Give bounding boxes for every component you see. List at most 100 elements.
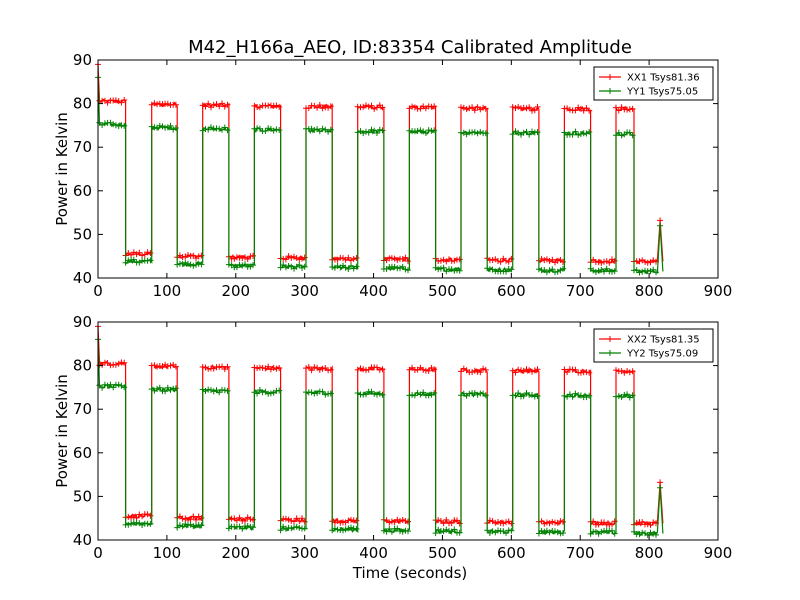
data-point-marker (325, 104, 332, 111)
data-point-marker (273, 365, 280, 372)
data-point-marker (388, 528, 395, 535)
data-point-marker (174, 261, 181, 268)
data-point-marker (224, 363, 231, 370)
data-point-marker (182, 253, 189, 260)
data-point-marker (296, 524, 303, 531)
data-point-marker (314, 104, 321, 111)
data-point-marker (301, 263, 308, 270)
data-point-marker (492, 519, 499, 526)
data-point-marker (182, 521, 189, 528)
data-point-marker (353, 255, 360, 261)
y-tick-label: 60 (73, 444, 92, 462)
data-point-marker (609, 521, 615, 528)
data-point-marker (609, 268, 615, 275)
data-point-marker (267, 390, 274, 397)
data-point-marker (477, 129, 484, 135)
data-point-marker (322, 391, 329, 398)
data-point-marker (529, 128, 535, 135)
data-point-marker (154, 101, 161, 108)
data-point-marker (474, 391, 481, 398)
data-point-marker (327, 103, 334, 110)
data-point-marker (564, 369, 571, 376)
data-point-marker (331, 525, 338, 532)
data-point-marker (611, 268, 618, 275)
panel-top-ticks: 0 100 200 300 400 500 600 700 800 900 40 50 60 70 80 90 (73, 51, 732, 300)
data-point-marker (644, 521, 651, 528)
data-point-marker (554, 268, 561, 275)
data-point-marker (236, 514, 243, 521)
data-point-marker (508, 255, 515, 262)
data-point-marker (233, 264, 240, 271)
data-point-marker (159, 123, 166, 130)
data-point-marker (572, 366, 579, 373)
data-point-marker (172, 125, 179, 131)
data-point-marker (247, 516, 254, 523)
data-point-marker (482, 105, 489, 112)
data-point-marker (469, 369, 476, 375)
data-point-marker (631, 528, 637, 535)
data-point-marker (216, 103, 223, 110)
data-point-marker (262, 128, 269, 134)
data-point-marker (448, 520, 455, 527)
data-point-marker (380, 527, 387, 534)
data-point-marker (440, 264, 447, 271)
data-point-marker (104, 382, 111, 389)
data-point-marker (440, 520, 447, 527)
data-point-marker (642, 259, 648, 265)
data-point-marker (471, 367, 478, 374)
data-point-marker (251, 364, 258, 371)
y-tick-label: 80 (73, 95, 92, 113)
data-point-marker (199, 102, 206, 109)
data-point-marker (172, 363, 179, 370)
data-point-marker (202, 388, 209, 394)
data-point-marker (291, 524, 297, 531)
data-point-marker (611, 257, 618, 264)
data-point-marker (144, 249, 151, 256)
data-point-marker (435, 266, 442, 273)
x-tick-label: 200 (221, 282, 250, 300)
data-point-marker (144, 511, 151, 518)
series-line-xx (97, 64, 664, 265)
data-point-marker (549, 256, 556, 263)
data-point-marker (128, 520, 135, 527)
data-point-marker (176, 522, 183, 529)
x-tick-label: 100 (153, 282, 182, 300)
data-point-marker (636, 531, 643, 538)
data-point-marker (402, 254, 409, 261)
panel-top-marks (95, 61, 664, 276)
data-point-marker (469, 104, 476, 111)
x-tick-label: 400 (359, 282, 388, 300)
data-point-marker (489, 528, 496, 535)
x-tick-label: 800 (635, 282, 664, 300)
data-point-marker (365, 129, 372, 136)
data-point-marker (360, 130, 367, 137)
data-point-marker (460, 104, 467, 111)
data-point-marker (425, 127, 432, 134)
data-point-marker (107, 362, 114, 369)
data-point-marker (397, 517, 403, 524)
data-point-marker (437, 265, 444, 272)
data-point-marker (353, 517, 360, 524)
data-point-marker (244, 522, 251, 529)
data-point-marker (636, 269, 643, 276)
data-point-marker (167, 386, 174, 393)
data-point-marker (560, 265, 566, 272)
data-point-marker (250, 524, 256, 531)
data-point-marker (379, 366, 386, 373)
data-point-marker (167, 122, 174, 129)
y-tick-label: 60 (73, 182, 92, 200)
data-point-marker (657, 217, 664, 224)
data-point-marker (319, 105, 326, 112)
x-tick-label: 900 (704, 544, 733, 562)
data-point-marker (250, 262, 256, 269)
y-tick-label: 70 (73, 400, 92, 418)
panel-bottom-y-axis-label: Power in Kelvin (53, 374, 71, 488)
x-tick-label: 200 (221, 544, 250, 562)
data-point-marker (650, 530, 657, 537)
data-point-marker (508, 520, 515, 527)
data-point-marker (319, 365, 326, 372)
data-point-marker (535, 266, 542, 273)
x-tick-label: 300 (290, 544, 319, 562)
data-point-marker (316, 102, 323, 108)
data-point-marker (402, 518, 409, 524)
